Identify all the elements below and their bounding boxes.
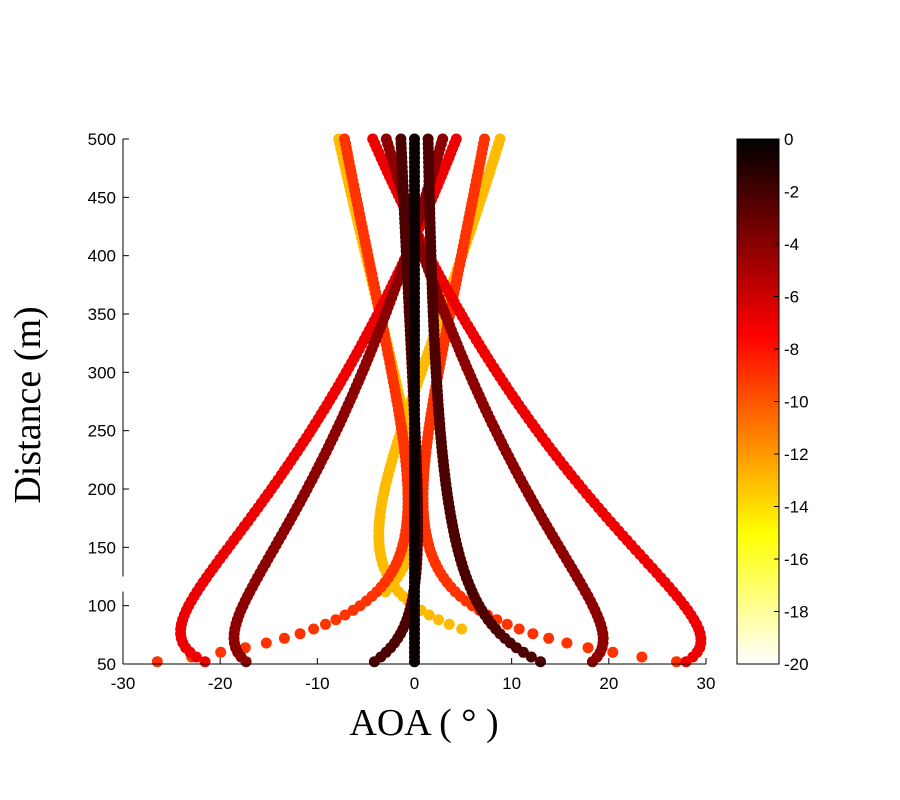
- x-tick-label: -20: [208, 674, 233, 693]
- data-point: [151, 656, 163, 668]
- data-point: [525, 651, 537, 663]
- y-tick-label: 100: [88, 597, 116, 616]
- data-point: [339, 609, 351, 621]
- data-point: [607, 646, 619, 658]
- y-tick-label: 50: [97, 655, 116, 674]
- y-tick-label: 200: [88, 480, 116, 499]
- y-tick-label: 250: [88, 422, 116, 441]
- x-axis-title: AOA ( ° ): [349, 702, 498, 744]
- data-point: [423, 609, 435, 621]
- data-point: [240, 656, 252, 668]
- x-tick-label: 10: [502, 674, 521, 693]
- series-3: [151, 133, 414, 668]
- colorbar-tick-label: 0: [784, 130, 793, 149]
- data-point: [587, 656, 598, 668]
- x-tick-label: 20: [599, 674, 618, 693]
- data-point: [199, 656, 211, 668]
- series-7: [380, 133, 609, 668]
- data-point: [636, 651, 648, 663]
- data-point: [330, 614, 342, 626]
- data-point: [543, 632, 555, 644]
- data-point: [368, 656, 380, 668]
- y-tick-label: 500: [88, 130, 116, 149]
- data-points: [151, 133, 707, 668]
- data-point: [501, 618, 513, 630]
- x-tick-label: -30: [111, 674, 136, 693]
- data-point: [190, 651, 202, 663]
- data-point: [680, 656, 692, 668]
- x-tick-label: -10: [305, 674, 330, 693]
- x-tick-label: 0: [410, 674, 419, 693]
- colorbar-tick-labels: 0 -2 -4 -6 -8 -10 -12 -14 -16 -18 -20: [774, 130, 809, 674]
- data-point: [320, 618, 331, 630]
- colorbar-tick-label: -8: [784, 340, 799, 359]
- series-10: [409, 133, 420, 668]
- colorbar-tick-label: -16: [784, 550, 809, 569]
- y-tick-label: 300: [88, 363, 116, 382]
- data-point: [443, 618, 455, 630]
- y-axis-title: Distance (m): [7, 306, 49, 503]
- data-point: [671, 656, 682, 668]
- colorbar-tick-label: -4: [784, 235, 799, 254]
- data-point: [278, 632, 290, 644]
- data-point: [456, 623, 468, 635]
- data-point: [535, 656, 546, 668]
- y-tick-label: 450: [88, 188, 116, 207]
- data-point: [294, 628, 306, 640]
- y-tick-label: 150: [88, 538, 116, 557]
- data-point: [215, 646, 227, 658]
- series-2: [417, 133, 682, 668]
- data-point: [561, 637, 573, 649]
- series-8: [422, 133, 546, 668]
- y-tick-label: 400: [88, 247, 116, 266]
- colorbar-tick-label: -10: [784, 393, 809, 412]
- colorbar-tick-label: -20: [784, 655, 809, 674]
- colorbar-tick-label: -2: [784, 183, 799, 202]
- data-point: [582, 642, 594, 654]
- data-point: [260, 637, 272, 649]
- data-point: [308, 623, 320, 635]
- colorbar-tick-label: -6: [784, 288, 799, 307]
- data-point: [513, 623, 525, 635]
- y-tick-labels: 50 100 150 200 250 300 350 400 450 500: [88, 130, 129, 674]
- colorbar-tick-label: -14: [784, 498, 809, 517]
- colorbar-tick-label: -12: [784, 445, 809, 464]
- x-tick-label: 30: [697, 674, 716, 693]
- data-point: [433, 614, 444, 626]
- data-point: [527, 628, 539, 640]
- colorbar-tick-label: -18: [784, 603, 809, 622]
- data-point: [347, 604, 359, 616]
- colorbar: [736, 138, 780, 665]
- data-point: [517, 646, 529, 658]
- y-tick-label: 350: [88, 305, 116, 324]
- x-tick-labels: -30 -20 -10 0 10 20 30: [111, 658, 716, 693]
